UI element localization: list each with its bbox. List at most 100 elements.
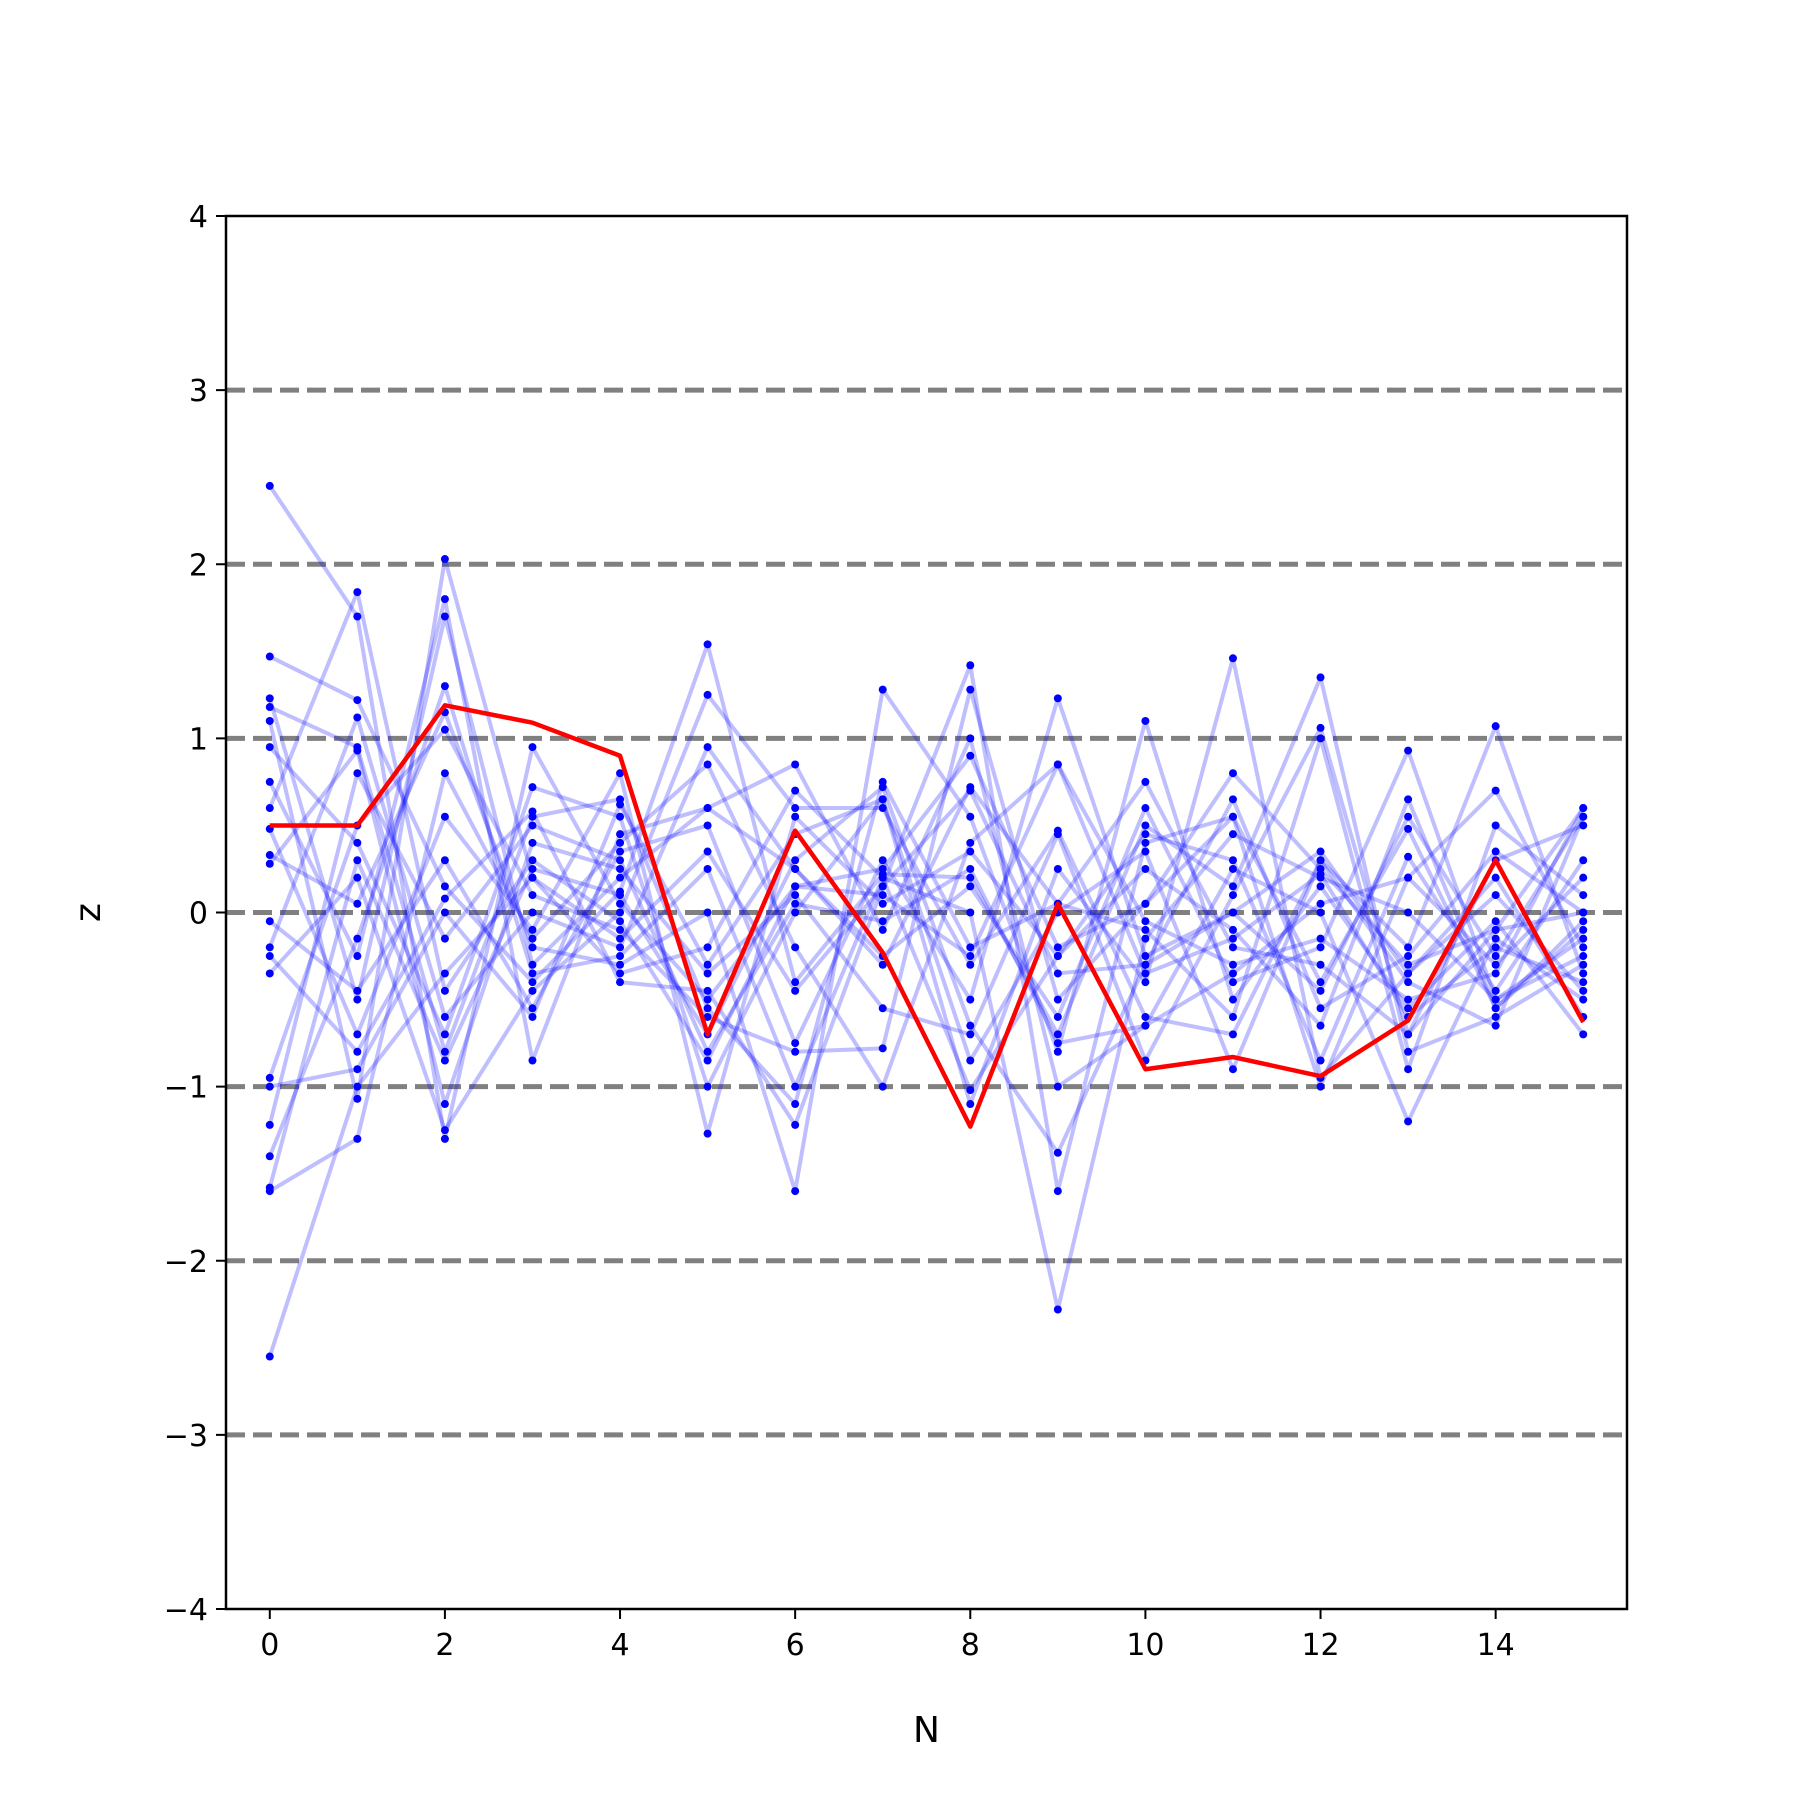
series-19-point-2 xyxy=(440,1056,449,1065)
reference-lines xyxy=(226,387,1627,1438)
y-tick-label-7: 3 xyxy=(189,374,208,409)
series-16-point-15 xyxy=(1579,969,1588,978)
series-12-point-13 xyxy=(1404,746,1413,755)
series-7-point-7 xyxy=(878,891,887,900)
y-axis-ticks: −4 −3 −2 −1 0 1 2 3 4 xyxy=(164,200,226,1628)
series-9-point-6 xyxy=(791,1187,800,1196)
series-8-point-6 xyxy=(791,812,800,821)
series-19-point-11 xyxy=(1228,908,1237,917)
highlight-series-group xyxy=(269,703,1586,1129)
series-1-point-5 xyxy=(703,640,712,649)
series-4-point-4 xyxy=(616,934,625,943)
series-16-point-7 xyxy=(878,795,887,804)
series-15-point-0 xyxy=(265,1073,274,1082)
series-19-point-1 xyxy=(353,856,362,865)
series-20-point-6 xyxy=(791,943,800,952)
series-17-point-9 xyxy=(1053,1039,1062,1048)
series-14-point-4 xyxy=(616,908,625,917)
series-0-point-8 xyxy=(966,751,975,760)
series-15-point-2 xyxy=(440,725,449,734)
series-5-point-3 xyxy=(528,783,537,792)
series-5-point-0 xyxy=(265,743,274,752)
series-line-19 xyxy=(267,785,1585,1189)
series-line-10 xyxy=(268,725,1584,1107)
y-tick-label-0: −4 xyxy=(164,1593,208,1628)
series-7-point-3 xyxy=(528,856,537,865)
series-16-point-8 xyxy=(966,1056,975,1065)
x-tick-label-8: 8 xyxy=(961,1628,980,1663)
series-17-point-12 xyxy=(1316,908,1325,917)
series-13-point-1 xyxy=(353,1047,362,1056)
series-1-point-1 xyxy=(353,696,362,705)
series-line-5 xyxy=(268,656,1585,1107)
series-18-point-5 xyxy=(703,864,712,873)
series-18-point-10 xyxy=(1141,864,1150,873)
series-5-point-10 xyxy=(1141,978,1150,987)
series-10-point-0 xyxy=(265,859,274,868)
y-tick-label-2: −2 xyxy=(164,1245,208,1280)
series-17-point-2 xyxy=(440,934,449,943)
series-9-point-12 xyxy=(1316,882,1325,891)
series-10-point-1 xyxy=(353,746,362,755)
series-20-point-5 xyxy=(703,760,712,769)
series-13-point-12 xyxy=(1316,1004,1325,1013)
series-10-point-13 xyxy=(1404,1030,1413,1039)
series-12-point-11 xyxy=(1228,978,1237,987)
series-20-point-12 xyxy=(1316,934,1325,943)
series-15-point-4 xyxy=(616,925,625,934)
series-12-point-8 xyxy=(966,882,975,891)
series-19-point-9 xyxy=(1053,1148,1062,1157)
series-4-point-15 xyxy=(1579,917,1588,926)
series-0-point-5 xyxy=(703,995,712,1004)
y-tick-label-4: 0 xyxy=(189,897,208,932)
series-21-point-5 xyxy=(703,943,712,952)
series-line-12 xyxy=(267,715,1585,1019)
series-10-point-14 xyxy=(1491,925,1500,934)
series-14-point-1 xyxy=(353,873,362,882)
series-2-point-3 xyxy=(528,960,537,969)
series-20-point-9 xyxy=(1053,760,1062,769)
series-7-point-5 xyxy=(703,1056,712,1065)
series-9-point-15 xyxy=(1579,1030,1588,1039)
series-1-point-13 xyxy=(1404,1047,1413,1056)
series-17-point-4 xyxy=(616,856,625,865)
series-21-point-6 xyxy=(791,786,800,795)
series-20-point-15 xyxy=(1579,804,1588,813)
series-3-point-6 xyxy=(791,1100,800,1109)
x-tick-label-2: 2 xyxy=(435,1628,454,1663)
series-20-point-1 xyxy=(353,1134,362,1143)
series-13-point-0 xyxy=(265,952,274,961)
series-2-point-6 xyxy=(791,760,800,769)
series-6-point-0 xyxy=(265,777,274,786)
series-21-point-3 xyxy=(528,873,537,882)
series-line-7 xyxy=(267,590,1584,1063)
series-5-point-11 xyxy=(1228,654,1237,663)
series-9-point-5 xyxy=(703,908,712,917)
series-9-point-9 xyxy=(1053,1047,1062,1056)
x-tick-label-4: 4 xyxy=(610,1628,629,1663)
series-12-point-4 xyxy=(616,943,625,952)
series-7-point-0 xyxy=(265,804,274,813)
series-21-point-12 xyxy=(1316,873,1325,882)
series-21-point-1 xyxy=(353,1082,362,1091)
series-2-point-2 xyxy=(440,612,449,621)
y-tick-label-5: 1 xyxy=(189,722,208,757)
series-20-point-13 xyxy=(1404,995,1413,1004)
series-8-point-2 xyxy=(440,812,449,821)
series-13-point-3 xyxy=(528,807,537,816)
series-7-point-10 xyxy=(1141,969,1150,978)
series-11-point-6 xyxy=(791,1039,800,1048)
series-line-9 xyxy=(268,687,1585,1194)
series-17-point-11 xyxy=(1228,864,1237,873)
series-13-point-11 xyxy=(1228,795,1237,804)
series-5-point-14 xyxy=(1491,873,1500,882)
series-8-point-11 xyxy=(1228,856,1237,865)
series-1-point-0 xyxy=(265,652,274,661)
series-line-16 xyxy=(269,724,1586,1089)
series-6-point-15 xyxy=(1579,891,1588,900)
series-21-point-11 xyxy=(1228,830,1237,839)
series-20-point-0 xyxy=(265,1187,274,1196)
series-13-point-5 xyxy=(703,986,712,995)
